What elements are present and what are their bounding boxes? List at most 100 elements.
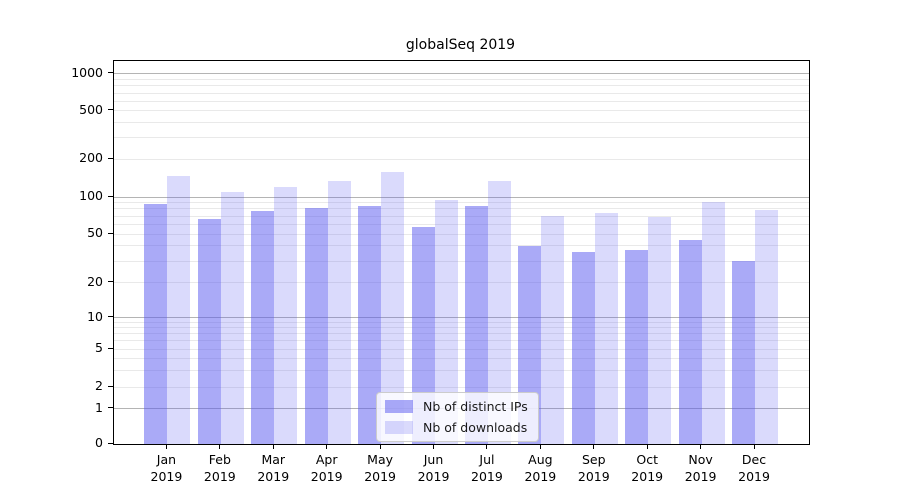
y-tick-label-500: 500 <box>79 101 103 117</box>
minor-gridline-60 <box>114 223 809 225</box>
x-tick-year: 2019 <box>738 469 770 484</box>
y-tick-mark-500 <box>108 109 113 111</box>
x-tick-label-feb: Feb 2019 <box>180 451 260 485</box>
bar-distinct-ips-feb <box>197 219 221 444</box>
y-tick-label-2: 2 <box>95 378 103 393</box>
x-tick-mark-feb <box>219 444 221 449</box>
minor-gridline-5 <box>114 348 809 350</box>
y-tick-mark-1000 <box>108 72 113 74</box>
minor-gridline-40 <box>114 245 809 247</box>
bar-downloads-aug <box>541 216 565 444</box>
x-tick-label-may: May 2019 <box>340 451 420 485</box>
x-tick-year: 2019 <box>150 469 183 484</box>
bar-downloads-jun <box>434 199 458 444</box>
x-tick-mark-may <box>379 444 381 449</box>
y-tick-label-20: 20 <box>87 273 103 289</box>
x-tick-month: Mar <box>261 452 286 467</box>
bar-downloads-dec <box>755 209 779 444</box>
x-tick-label-mar: Mar 2019 <box>233 451 313 485</box>
y-tick-mark-10 <box>108 316 113 318</box>
bar-downloads-mar <box>274 187 298 444</box>
legend-swatch-distinct-ips <box>385 400 413 413</box>
x-tick-year: 2019 <box>417 469 450 484</box>
x-tick-mark-apr <box>326 444 328 449</box>
y-tick-label-5: 5 <box>95 340 103 356</box>
bar-distinct-ips-sep <box>571 251 595 444</box>
minor-gridline-800 <box>114 85 809 87</box>
minor-gridline-300 <box>114 137 809 139</box>
x-tick-year: 2019 <box>524 469 557 484</box>
x-tick-mark-sep <box>593 444 595 449</box>
y-tick-label-50: 50 <box>87 225 103 240</box>
minor-gridline-6 <box>114 340 809 342</box>
x-tick-year: 2019 <box>203 469 236 484</box>
x-tick-year: 2019 <box>684 469 717 484</box>
x-tick-year: 2019 <box>471 469 503 484</box>
x-tick-month: Jan <box>156 452 177 467</box>
y-tick-mark-2 <box>108 385 113 387</box>
x-tick-month: Aug <box>528 452 553 467</box>
x-tick-mark-jun <box>433 444 435 449</box>
y-tick-mark-20 <box>108 281 113 283</box>
x-tick-mark-jan <box>165 444 167 449</box>
minor-gridline-9 <box>114 322 809 324</box>
x-tick-label-oct: Oct 2019 <box>607 451 687 485</box>
bar-distinct-ips-nov <box>678 239 702 444</box>
y-tick-mark-200 <box>108 157 113 159</box>
minor-gridline-400 <box>114 122 809 124</box>
minor-gridline-200 <box>114 158 809 160</box>
bar-distinct-ips-apr <box>304 207 328 444</box>
x-tick-month: Nov <box>688 452 713 467</box>
minor-gridline-80 <box>114 208 809 210</box>
bar-distinct-ips-mar <box>251 210 275 444</box>
x-tick-month: Jun <box>423 452 444 467</box>
x-tick-year: 2019 <box>631 469 664 484</box>
x-tick-label-sep: Sep 2019 <box>554 451 634 485</box>
bar-distinct-ips-jun <box>411 227 435 444</box>
major-gridline-100 <box>114 196 809 198</box>
x-tick-month: May <box>367 452 394 467</box>
major-gridline-1000 <box>114 73 809 75</box>
x-tick-month: Feb <box>208 452 231 467</box>
y-tick-label-1000: 1000 <box>71 64 103 80</box>
x-tick-label-aug: Aug 2019 <box>500 451 580 485</box>
x-tick-year: 2019 <box>364 469 396 484</box>
x-tick-label-jul: Jul 2019 <box>447 451 527 485</box>
minor-gridline-8 <box>114 327 809 329</box>
bar-downloads-may <box>381 171 405 444</box>
y-tick-mark-100 <box>108 195 113 197</box>
x-tick-mark-oct <box>646 444 648 449</box>
bar-downloads-oct <box>648 216 672 444</box>
minor-gridline-600 <box>114 100 809 102</box>
major-gridline-10 <box>114 317 809 319</box>
minor-gridline-20 <box>114 282 809 284</box>
bar-downloads-apr <box>327 181 351 444</box>
x-tick-month: Dec <box>741 452 767 467</box>
y-tick-label-1: 1 <box>95 399 103 415</box>
minor-gridline-3 <box>114 369 809 371</box>
legend-label-downloads: Nb of downloads <box>423 420 528 435</box>
plot-area: Nb of distinct IPs Nb of downloads <box>113 60 810 445</box>
y-tick-mark-1 <box>108 407 113 409</box>
minor-gridline-4 <box>114 357 809 359</box>
minor-gridline-30 <box>114 260 809 262</box>
y-tick-mark-5 <box>108 347 113 349</box>
x-tick-label-jun: Jun 2019 <box>394 451 474 485</box>
chart-title: globalSeq 2019 <box>405 37 516 53</box>
legend-label-distinct-ips: Nb of distinct IPs <box>423 399 528 414</box>
bar-distinct-ips-jul <box>464 206 488 444</box>
minor-gridline-7 <box>114 333 809 335</box>
x-tick-mark-dec <box>753 444 755 449</box>
y-tick-mark-0 <box>108 442 113 444</box>
minor-gridline-50 <box>114 233 809 235</box>
x-tick-mark-nov <box>700 444 702 449</box>
legend-swatch-downloads <box>385 421 413 434</box>
minor-gridline-90 <box>114 202 809 204</box>
bar-distinct-ips-oct <box>625 250 649 444</box>
bar-downloads-feb <box>220 191 244 444</box>
legend-item-downloads: Nb of downloads <box>385 420 528 435</box>
x-tick-month: Jul <box>479 452 495 467</box>
legend-item-distinct-ips: Nb of distinct IPs <box>385 399 528 414</box>
y-tick-label-10: 10 <box>87 308 103 324</box>
